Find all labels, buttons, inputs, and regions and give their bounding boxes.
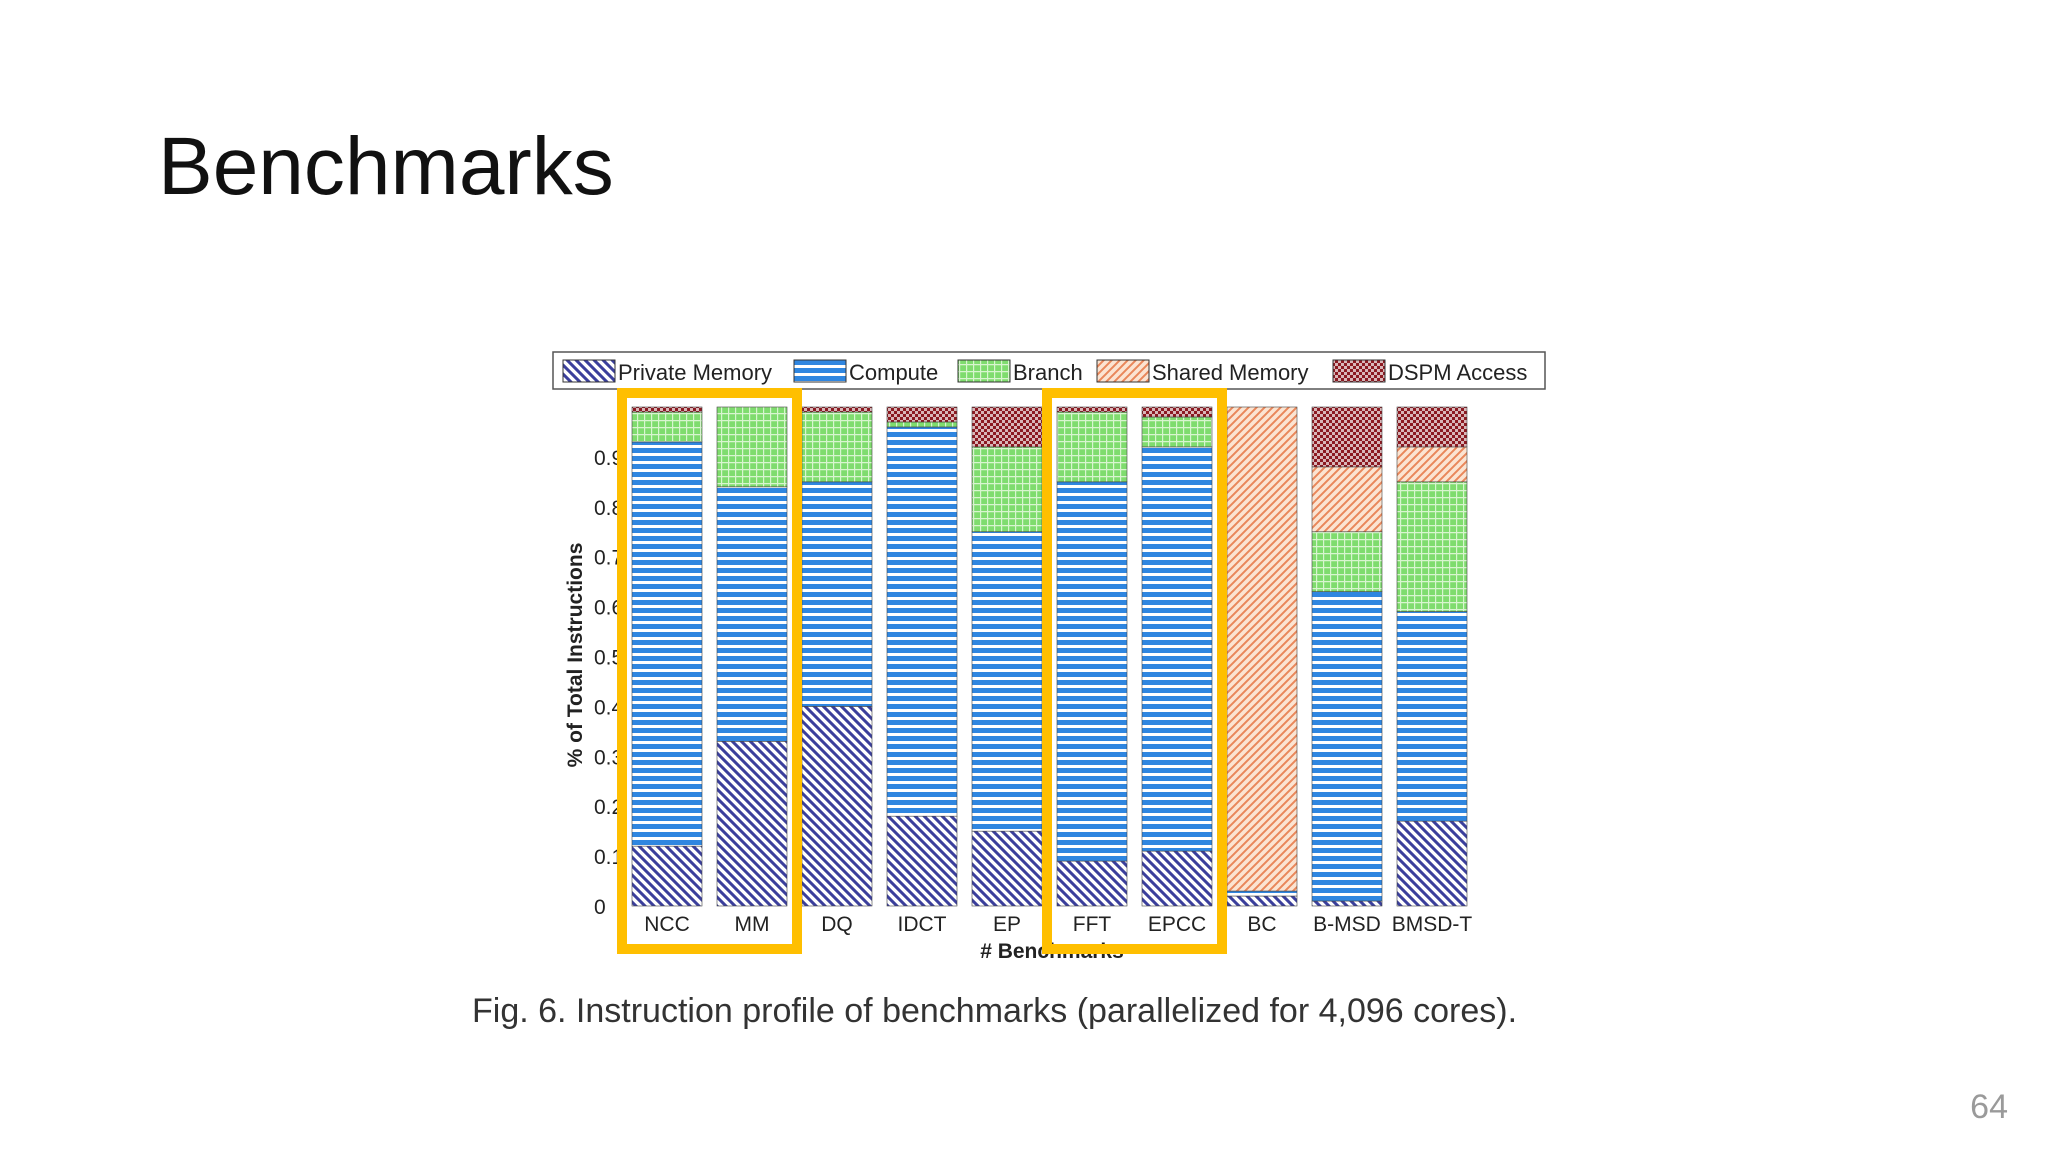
y-tick-0-5: 0.5 [594, 647, 623, 670]
legend-label-shared-memory: Shared Memory [1152, 360, 1309, 385]
x-tick-epcc: EPCC [1148, 913, 1206, 936]
bar-epcc-private-memory [1141, 850, 1213, 907]
bar-dq-private-memory [801, 706, 873, 907]
page-number: 64 [1970, 1088, 2008, 1126]
bar-bmsd-t-shared-memory [1396, 446, 1468, 483]
bar-idct-private-memory [886, 815, 958, 907]
bar-mm-branch [716, 406, 788, 488]
legend-swatch-dspm-access [1332, 359, 1386, 383]
highlight-box-ncc-mm [617, 388, 802, 954]
x-tick-fft: FFT [1073, 913, 1112, 936]
y-tick-0-7: 0.7 [594, 547, 623, 570]
bar-ep-compute [971, 531, 1043, 832]
bar-bmsd-t-private-memory [1396, 820, 1468, 907]
y-tick-0-8: 0.8 [594, 497, 623, 520]
slide-title: Benchmarks [158, 121, 614, 212]
bar-ncc-compute [631, 441, 703, 847]
legend-label-dspm-access: DSPM Access [1388, 360, 1527, 385]
y-tick-0-1: 0.1 [594, 846, 623, 869]
bar-idct-branch [886, 421, 958, 428]
bar-idct-compute [886, 426, 958, 817]
bar-dq-compute [801, 481, 873, 707]
x-tick-bmsd-t: BMSD-T [1392, 913, 1473, 936]
bar-fft-private-memory [1056, 860, 1128, 907]
bar-bmsd-t-dspm-access [1396, 406, 1468, 448]
highlight-box-fft-epcc [1042, 388, 1227, 954]
legend-swatch-branch [957, 359, 1011, 383]
bar-b-msd-private-memory [1311, 900, 1383, 907]
legend-label-compute: Compute [849, 360, 938, 385]
legend-label-private-memory: Private Memory [618, 360, 772, 385]
bar-ep-private-memory [971, 830, 1043, 907]
bar-mm-compute [716, 486, 788, 742]
bars [631, 406, 1468, 907]
bar-b-msd-compute [1311, 591, 1383, 902]
bar-b-msd-branch [1311, 531, 1383, 592]
y-tick-0-9: 0.9 [594, 447, 623, 470]
bar-bmsd-t-compute [1396, 611, 1468, 822]
x-tick-idct: IDCT [898, 913, 947, 936]
bar-bmsd-t-branch [1396, 481, 1468, 612]
x-axis-ticks: NCC MM DQ IDCT EP FFT EPCC BC B-MSD BMSD-T [644, 913, 1472, 936]
bar-b-msd-shared-memory [1311, 466, 1383, 533]
bar-ncc-private-memory [631, 845, 703, 907]
y-tick-0-3: 0.3 [594, 746, 623, 769]
legend-label-branch: Branch [1013, 360, 1083, 385]
legend-swatch-shared-memory [1096, 359, 1150, 383]
x-tick-mm: MM [735, 913, 770, 936]
bar-fft-dspm-access [1056, 406, 1128, 413]
highlight-boxes [617, 388, 1227, 954]
bar-ncc-dspm-access [631, 406, 703, 413]
bar-fft-compute [1056, 481, 1128, 862]
bar-bc-private-memory [1226, 895, 1298, 907]
legend-swatch-compute [793, 359, 847, 383]
bar-b-msd-dspm-access [1311, 406, 1383, 468]
bar-ep-branch [971, 446, 1043, 533]
bar-bc-compute [1226, 890, 1298, 897]
bar-epcc-branch [1141, 416, 1213, 448]
legend: Private Memory Compute Branch Shared Memory… [552, 351, 1546, 390]
bar-epcc-compute [1141, 446, 1213, 852]
y-tick-0-6: 0.6 [594, 597, 623, 620]
x-tick-bc: BC [1247, 913, 1276, 936]
legend-swatch-private-memory [562, 359, 616, 383]
y-axis-label: % of Total Instructions [564, 543, 587, 768]
bar-ncc-branch [631, 411, 703, 443]
figure-caption: Fig. 6. Instruction profile of benchmark… [472, 992, 1518, 1030]
bar-ep-dspm-access [971, 406, 1043, 448]
bar-bc-shared-memory [1226, 406, 1298, 892]
y-tick-0-4: 0.4 [594, 696, 624, 719]
bar-epcc-dspm-access [1141, 406, 1213, 418]
bar-dq-branch [801, 411, 873, 483]
x-tick-ep: EP [993, 913, 1021, 936]
bar-idct-dspm-access [886, 406, 958, 423]
bar-mm-private-memory [716, 741, 788, 907]
x-tick-b-msd: B-MSD [1313, 913, 1381, 936]
x-tick-ncc: NCC [644, 913, 690, 936]
x-tick-dq: DQ [821, 913, 853, 936]
bar-dq-dspm-access [801, 406, 873, 413]
y-tick-0-2: 0.2 [594, 796, 623, 819]
bar-fft-branch [1056, 411, 1128, 483]
y-tick-0: 0 [594, 896, 606, 919]
